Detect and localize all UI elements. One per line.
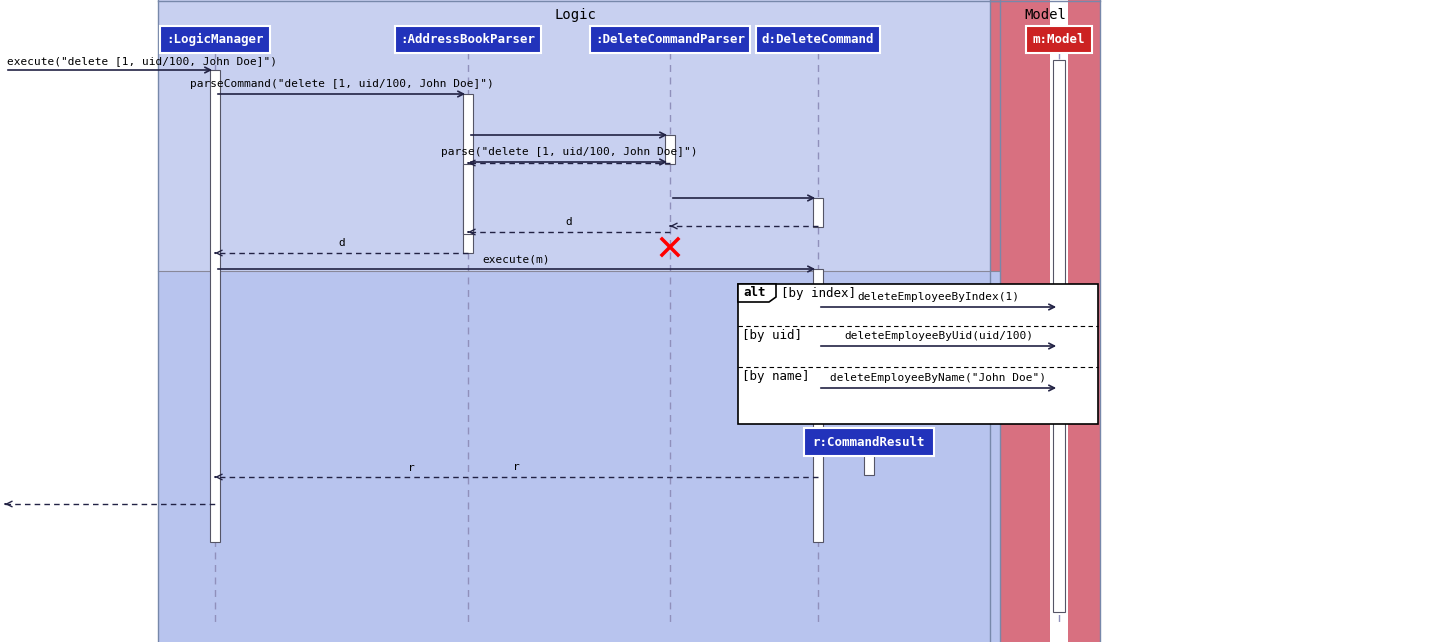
Text: d:DeleteCommand: d:DeleteCommand	[761, 33, 874, 46]
Text: :AddressBookParser: :AddressBookParser	[401, 33, 535, 46]
FancyBboxPatch shape	[395, 26, 541, 53]
Bar	[211, 70, 221, 542]
Bar	[463, 94, 473, 253]
Text: deleteEmployeeByUid(uid/100): deleteEmployeeByUid(uid/100)	[844, 331, 1032, 341]
Text: deleteEmployeeByIndex(1): deleteEmployeeByIndex(1)	[858, 292, 1019, 302]
Text: r: r	[408, 463, 415, 473]
Text: parse("delete [1, uid/100, John Doe]"): parse("delete [1, uid/100, John Doe]")	[441, 147, 698, 157]
Bar	[1050, 0, 1069, 642]
Text: :DeleteCommandParser: :DeleteCommandParser	[596, 33, 746, 46]
FancyBboxPatch shape	[160, 26, 270, 53]
Text: Model: Model	[1024, 8, 1066, 22]
Text: :LogicManager: :LogicManager	[166, 33, 264, 46]
FancyBboxPatch shape	[756, 26, 880, 53]
Text: d: d	[565, 217, 572, 227]
Bar	[665, 135, 675, 164]
Text: execute("delete [1, uid/100, John Doe]"): execute("delete [1, uid/100, John Doe]")	[7, 56, 277, 66]
Text: [by name]: [by name]	[743, 370, 809, 383]
Text: alt: alt	[743, 286, 766, 300]
Text: execute(m): execute(m)	[483, 254, 551, 264]
Bar	[159, 272, 999, 642]
Bar	[991, 0, 1100, 642]
Bar	[864, 454, 874, 475]
Bar	[463, 164, 473, 234]
Text: r: r	[513, 462, 521, 472]
Text: Logic: Logic	[554, 8, 596, 22]
FancyBboxPatch shape	[590, 26, 750, 53]
FancyBboxPatch shape	[1025, 26, 1092, 53]
Text: d: d	[337, 238, 345, 248]
Text: m:Model: m:Model	[1032, 33, 1086, 46]
Bar	[813, 269, 823, 542]
Text: parseCommand("delete [1, uid/100, John Doe]"): parseCommand("delete [1, uid/100, John D…	[190, 79, 493, 89]
Text: r:CommandResult: r:CommandResult	[813, 435, 926, 449]
Text: deleteEmployeeByName("John Doe"): deleteEmployeeByName("John Doe")	[831, 373, 1047, 383]
Bar	[813, 198, 823, 227]
Text: [by index]: [by index]	[782, 286, 857, 300]
Polygon shape	[738, 284, 776, 302]
Bar	[738, 284, 1097, 424]
Bar	[159, 0, 999, 642]
Text: [by uid]: [by uid]	[743, 329, 802, 342]
Bar	[1053, 60, 1066, 612]
FancyBboxPatch shape	[805, 428, 934, 456]
